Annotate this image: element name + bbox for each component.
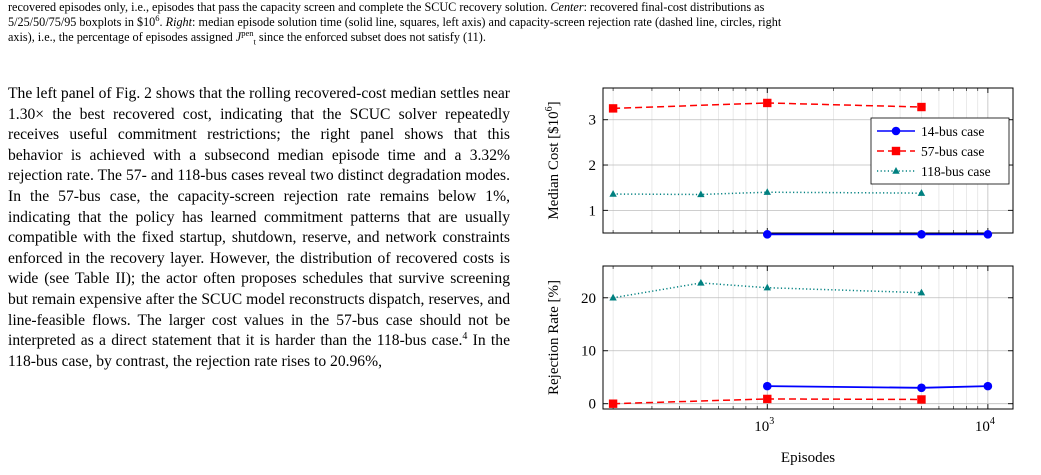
y-tick-label: 1 bbox=[589, 203, 597, 219]
body-paragraph: The left panel of Fig. 2 shows that the … bbox=[8, 84, 510, 372]
legend-marker bbox=[892, 167, 900, 174]
data-point-marker bbox=[608, 399, 618, 408]
y-tick-label: 3 bbox=[589, 113, 597, 129]
y-axis-label: Median Cost [$106] bbox=[544, 101, 562, 219]
data-point-marker bbox=[917, 102, 926, 112]
legend-entry-label: 14-bus case bbox=[921, 124, 984, 139]
y-tick-label: 20 bbox=[581, 291, 596, 307]
figure-caption: recovered episodes only, i.e., episodes … bbox=[8, 0, 1033, 47]
legend-entry-label: 57-bus case bbox=[921, 144, 984, 159]
legend-marker bbox=[891, 126, 901, 136]
y-tick-label: 10 bbox=[581, 344, 596, 360]
data-point-marker bbox=[762, 381, 772, 391]
paragraph-text: In the 118-bus case, by contrast, the re… bbox=[8, 332, 510, 370]
caption-line-2: 5/25/50/75/95 boxplots in $106. Right: m… bbox=[8, 12, 1033, 30]
data-point-marker bbox=[697, 190, 705, 198]
series-line bbox=[767, 385, 988, 389]
series-118-bus-case bbox=[609, 188, 926, 198]
data-point-marker bbox=[697, 278, 705, 286]
caption-text: : recovered final-cost distributions as bbox=[583, 0, 765, 14]
caption-math-symbol: J bbox=[235, 30, 242, 44]
y-tick-label: 0 bbox=[589, 397, 597, 413]
series-14-bus-case bbox=[762, 381, 993, 393]
data-point-marker bbox=[983, 230, 993, 239]
data-point-marker bbox=[609, 190, 617, 197]
series-57-bus-case bbox=[608, 394, 926, 408]
data-point-marker bbox=[762, 230, 772, 239]
footnote-mark[interactable]: 4 bbox=[462, 330, 468, 342]
y-axis-label-exponent: 6 bbox=[544, 106, 555, 111]
y-axis-label: Rejection Rate [%] bbox=[546, 280, 562, 395]
plot-area-frame bbox=[602, 265, 1014, 410]
data-point-marker bbox=[609, 293, 617, 301]
x-tick-label-exponent: 4 bbox=[990, 416, 995, 427]
x-tick-label: 103 bbox=[754, 416, 774, 435]
x-tick-label-base: 10 bbox=[754, 419, 769, 435]
legend: 14-bus case 57-bus case 118-bus case bbox=[870, 117, 1010, 185]
caption-text: 5/25/50/75/95 boxplots in $10 bbox=[8, 15, 156, 29]
y-axis-label-text: Median Cost [$10 bbox=[546, 111, 562, 219]
data-point-marker bbox=[917, 395, 926, 404]
series-line bbox=[613, 191, 922, 196]
caption-text: axis), i.e., the percentage of episodes … bbox=[8, 30, 236, 44]
caption-center-label: Center bbox=[550, 0, 584, 14]
caption-right-label: Right bbox=[165, 15, 193, 29]
caption-text: recovered episodes only, i.e., episodes … bbox=[8, 0, 551, 14]
x-tick-label-base: 10 bbox=[975, 419, 990, 435]
x-axis-label: Episodes bbox=[781, 450, 835, 466]
data-point-marker bbox=[608, 104, 618, 113]
y-axis-label-text: ] bbox=[546, 101, 562, 106]
paragraph: The left panel of Fig. 2 shows that the … bbox=[8, 84, 510, 372]
data-point-marker bbox=[917, 189, 926, 196]
x-tick-label: 104 bbox=[975, 416, 995, 435]
paragraph-text: The left panel of Fig. 2 shows that the … bbox=[8, 85, 510, 350]
caption-line-3: axis), i.e., the percentage of episodes … bbox=[8, 27, 1033, 47]
y-tick-label: 2 bbox=[589, 158, 597, 174]
plot-area-frame bbox=[602, 87, 1014, 234]
caption-exponent: 6 bbox=[155, 12, 160, 23]
data-point-marker bbox=[917, 230, 926, 239]
figure-2-right-panel: 1 2 3 Median Cost [$106] 14-bus case 57-bus c… bbox=[544, 87, 1014, 466]
chart-panel-1: 1 2 3 Median Cost [$106] 14-bus case 57-bus c… bbox=[544, 87, 1014, 239]
caption-text: . bbox=[159, 15, 166, 29]
data-point-marker bbox=[763, 394, 772, 404]
caption-line-1: recovered episodes only, i.e., episodes … bbox=[8, 0, 1033, 15]
data-point-marker bbox=[917, 288, 926, 296]
data-point-marker bbox=[763, 283, 771, 291]
caption-text: : median episode solution time (solid li… bbox=[192, 15, 782, 29]
legend-marker bbox=[891, 146, 901, 156]
data-point-marker bbox=[763, 188, 771, 195]
caption-math-superscript: pen bbox=[241, 27, 254, 38]
data-point-marker bbox=[763, 98, 772, 108]
legend-entry-label: 118-bus case bbox=[921, 164, 991, 179]
caption-text: since the enforced subset does not satis… bbox=[255, 30, 486, 44]
x-tick-label-exponent: 3 bbox=[769, 416, 774, 427]
series-118-bus-case bbox=[609, 278, 926, 301]
series-14-bus-case bbox=[762, 230, 993, 239]
data-point-marker bbox=[983, 381, 993, 391]
caption-math-subscript: t bbox=[253, 36, 256, 47]
series-57-bus-case bbox=[608, 98, 926, 113]
data-point-marker bbox=[917, 383, 926, 393]
